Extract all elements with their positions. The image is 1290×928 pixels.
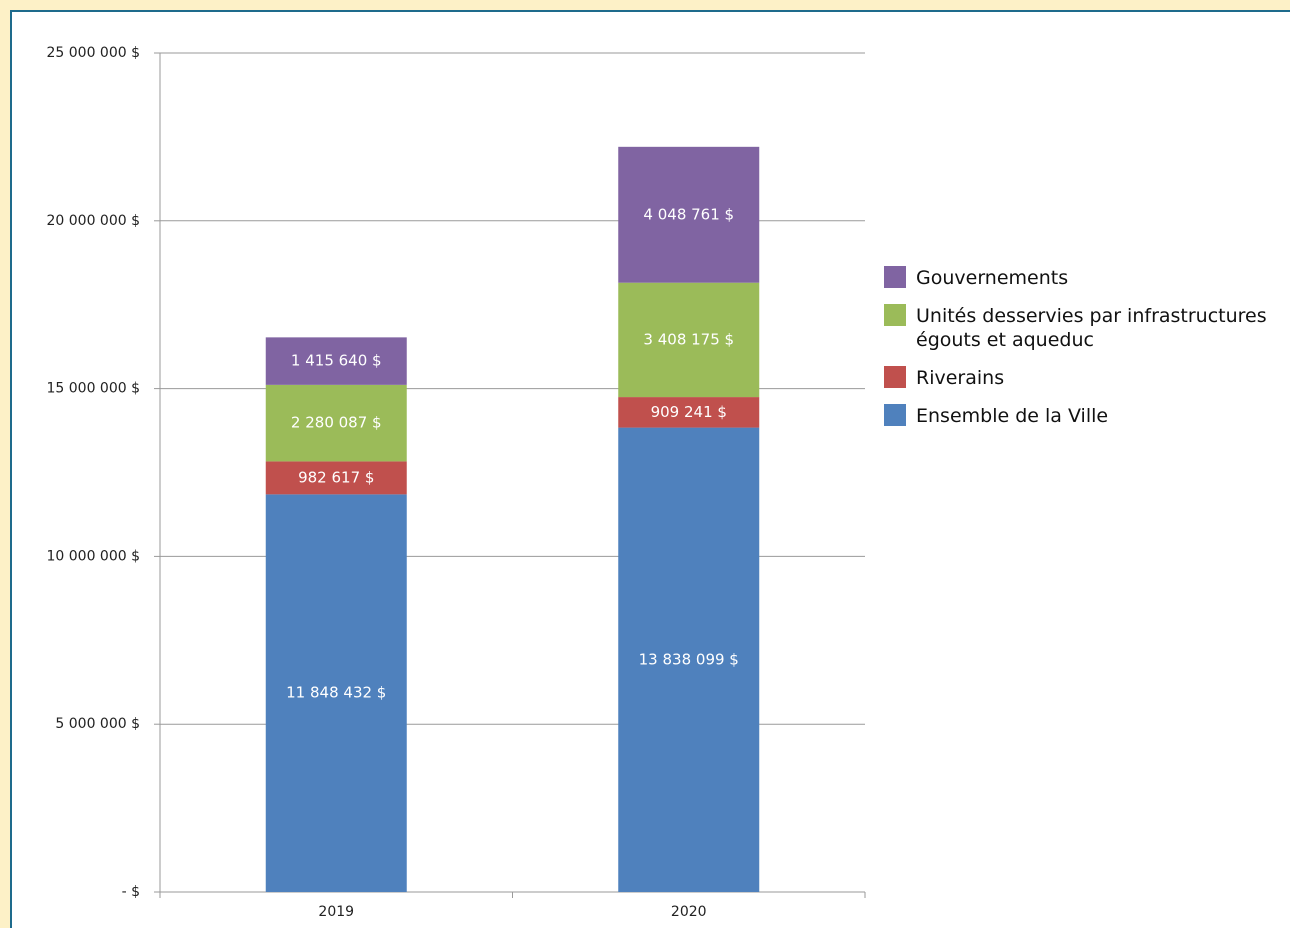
legend-swatch	[884, 266, 906, 288]
bar-segment	[618, 397, 760, 428]
bar-segment	[618, 427, 760, 892]
value-label: 1 415 640 $	[291, 352, 382, 370]
bar-segment	[618, 282, 760, 398]
bar-segment	[265, 494, 407, 892]
legend-swatch	[884, 366, 906, 388]
legend-item: Riverains	[884, 366, 1284, 390]
y-tick-label: 20 000 000 $	[46, 213, 140, 229]
value-label: 909 241 $	[651, 403, 727, 421]
legend-item: Ensemble de la Ville	[884, 404, 1284, 428]
bar-segment	[618, 146, 760, 283]
value-label: 11 848 432 $	[286, 684, 386, 702]
value-label: 13 838 099 $	[639, 650, 739, 668]
value-label: 2 280 087 $	[291, 414, 382, 432]
y-tick-label: 10 000 000 $	[46, 548, 140, 564]
legend-label: Ensemble de la Ville	[916, 405, 1109, 427]
bar-segment	[265, 384, 407, 462]
legend-swatch	[884, 404, 906, 426]
y-tick-label: - $	[122, 884, 140, 900]
legend-item: Gouvernements	[884, 266, 1284, 290]
value-label: 4 048 761 $	[643, 205, 734, 223]
bar-segment	[265, 461, 407, 495]
y-tick-label: 5 000 000 $	[55, 716, 140, 732]
value-label: 982 617 $	[298, 468, 374, 486]
x-tick-label: 2019	[318, 904, 354, 920]
legend-label: Riverains	[916, 367, 1005, 389]
bar-segment	[265, 337, 407, 385]
y-tick-label: 15 000 000 $	[46, 381, 140, 397]
y-tick-label: 25 000 000 $	[46, 45, 140, 61]
legend-swatch	[884, 304, 906, 326]
x-tick-label: 2020	[671, 904, 707, 920]
value-label: 3 408 175 $	[643, 330, 734, 348]
legend-label: Gouvernements	[916, 267, 1069, 289]
legend-item: Unités desservies par infrastructures ég…	[884, 304, 1284, 352]
legend-label: Unités desservies par infrastructures ég…	[916, 305, 1267, 351]
legend: Gouvernements Unités desservies par infra…	[884, 266, 1284, 442]
